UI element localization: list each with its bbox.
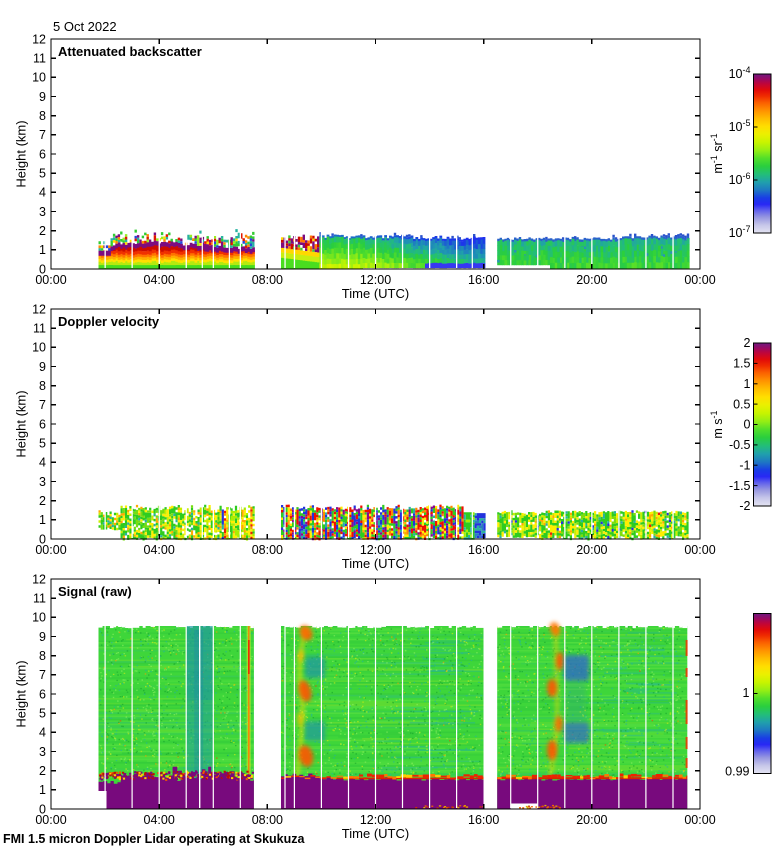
svg-text:2: 2 [744,336,751,350]
svg-text:20:00: 20:00 [576,543,607,557]
svg-text:Doppler velocity: Doppler velocity [58,314,160,329]
svg-text:FMI 1.5 micron Doppler Lidar o: FMI 1.5 micron Doppler Lidar operating a… [3,832,305,846]
svg-text:11: 11 [33,322,46,336]
svg-text:4: 4 [39,726,46,740]
svg-text:08:00: 08:00 [252,273,283,287]
svg-text:0: 0 [39,532,46,546]
svg-text:11: 11 [33,52,46,66]
svg-text:12:00: 12:00 [360,813,391,827]
svg-text:Time (UTC): Time (UTC) [342,826,409,841]
svg-text:16:00: 16:00 [468,543,499,557]
svg-text:Attenuated backscatter: Attenuated backscatter [58,44,202,59]
svg-text:00:00: 00:00 [35,273,66,287]
svg-text:7: 7 [39,668,46,682]
svg-text:1: 1 [39,783,46,797]
svg-text:12: 12 [32,302,46,316]
svg-text:3: 3 [39,745,46,759]
svg-text:9: 9 [39,360,46,374]
svg-text:12: 12 [32,572,46,586]
svg-text:00:00: 00:00 [684,543,715,557]
svg-text:0.5: 0.5 [733,397,750,411]
svg-text:2: 2 [39,224,46,238]
svg-text:00:00: 00:00 [35,813,66,827]
svg-text:Signal (raw): Signal (raw) [58,584,132,599]
svg-text:5: 5 [39,707,46,721]
svg-text:0: 0 [39,262,46,276]
svg-text:08:00: 08:00 [252,813,283,827]
svg-text:-2: -2 [739,499,750,513]
svg-text:Time (UTC): Time (UTC) [342,286,409,301]
svg-text:10: 10 [32,341,46,355]
svg-text:08:00: 08:00 [252,543,283,557]
svg-text:12: 12 [32,32,46,46]
svg-text:8: 8 [39,109,46,123]
svg-text:4: 4 [39,186,46,200]
svg-text:1: 1 [39,243,46,257]
svg-text:1: 1 [39,513,46,527]
svg-text:04:00: 04:00 [144,543,175,557]
svg-text:12:00: 12:00 [360,273,391,287]
svg-text:04:00: 04:00 [144,273,175,287]
svg-text:6: 6 [39,417,46,431]
svg-text:6: 6 [39,687,46,701]
svg-text:10: 10 [32,71,46,85]
svg-text:Height (km): Height (km) [14,660,29,727]
svg-text:-1.5: -1.5 [729,479,751,493]
svg-text:-0.5: -0.5 [729,438,751,452]
svg-text:5: 5 [39,167,46,181]
svg-text:04:00: 04:00 [144,813,175,827]
svg-text:00:00: 00:00 [684,813,715,827]
svg-text:8: 8 [39,379,46,393]
svg-text:12:00: 12:00 [360,543,391,557]
svg-text:5 Oct 2022: 5 Oct 2022 [53,19,117,34]
svg-text:7: 7 [39,128,46,142]
svg-text:8: 8 [39,649,46,663]
svg-text:00:00: 00:00 [35,543,66,557]
svg-text:m-1 sr-1: m-1 sr-1 [709,133,725,173]
svg-text:6: 6 [39,147,46,161]
svg-text:0: 0 [744,418,751,432]
svg-text:2: 2 [39,764,46,778]
svg-text:16:00: 16:00 [468,273,499,287]
svg-text:1: 1 [743,686,750,700]
svg-text:0.99: 0.99 [725,765,749,779]
svg-text:10: 10 [32,611,46,625]
svg-text:5: 5 [39,437,46,451]
svg-text:00:00: 00:00 [684,273,715,287]
svg-text:9: 9 [39,630,46,644]
svg-text:1.5: 1.5 [733,357,750,371]
svg-text:9: 9 [39,90,46,104]
svg-text:4: 4 [39,456,46,470]
svg-text:-1: -1 [739,458,750,472]
svg-text:20:00: 20:00 [576,273,607,287]
svg-text:3: 3 [39,475,46,489]
svg-text:7: 7 [39,398,46,412]
svg-text:0: 0 [39,802,46,816]
svg-text:3: 3 [39,205,46,219]
svg-text:Height (km): Height (km) [14,120,29,187]
svg-text:2: 2 [39,494,46,508]
svg-text:20:00: 20:00 [576,813,607,827]
svg-text:11: 11 [33,592,46,606]
svg-text:1: 1 [744,377,751,391]
svg-text:Time (UTC): Time (UTC) [342,556,409,571]
svg-text:16:00: 16:00 [468,813,499,827]
svg-text:Height (km): Height (km) [14,390,29,457]
